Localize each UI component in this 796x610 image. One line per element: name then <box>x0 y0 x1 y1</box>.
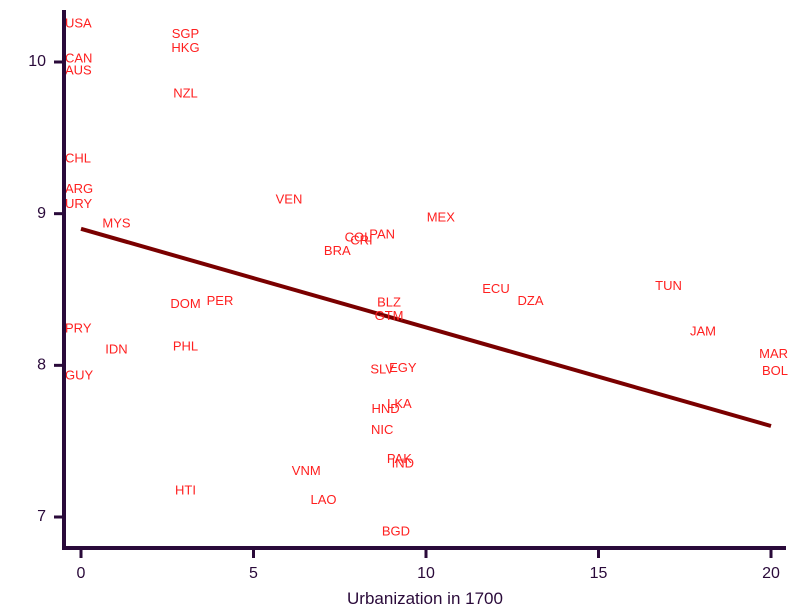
point-label-jam: JAM <box>690 323 716 338</box>
point-label-bra: BRA <box>324 243 351 258</box>
point-label-aus: AUS <box>65 63 92 78</box>
point-label-chl: CHL <box>65 151 91 166</box>
x-tick-label-20: 20 <box>762 565 780 582</box>
point-label-ury: URY <box>65 196 93 211</box>
point-label-bol: BOL <box>762 363 788 378</box>
x-tick-label-10: 10 <box>417 565 435 582</box>
point-label-gtm: GTM <box>375 308 404 323</box>
x-tick-label-15: 15 <box>590 565 608 582</box>
point-label-tun: TUN <box>655 278 682 293</box>
y-tick-label-8: 8 <box>37 357 46 374</box>
point-label-mar: MAR <box>759 346 788 361</box>
point-label-ven: VEN <box>276 191 303 206</box>
point-label-per: PER <box>207 293 234 308</box>
point-label-hnd: HND <box>372 401 400 416</box>
point-label-ind: IND <box>392 455 414 470</box>
point-label-egy: EGY <box>389 360 417 375</box>
fit-line <box>81 229 771 426</box>
point-label-bgd: BGD <box>382 524 410 539</box>
point-label-mex: MEX <box>427 210 456 225</box>
point-label-guy: GUY <box>65 367 94 382</box>
point-label-dom: DOM <box>170 296 200 311</box>
y-tick-label-9: 9 <box>37 205 46 222</box>
x-axis-title: Urbanization in 1700 <box>347 589 503 608</box>
point-label-dza: DZA <box>518 293 544 308</box>
point-label-vnm: VNM <box>292 463 321 478</box>
x-tick-label-5: 5 <box>249 565 258 582</box>
point-label-nzl: NZL <box>173 85 198 100</box>
point-label-phl: PHL <box>173 339 198 354</box>
point-label-arg: ARG <box>65 181 93 196</box>
x-tick-label-0: 0 <box>77 565 86 582</box>
point-label-hti: HTI <box>175 483 196 498</box>
point-label-hkg: HKG <box>171 40 199 55</box>
y-tick-label-10: 10 <box>28 53 46 70</box>
y-tick-label-7: 7 <box>37 508 46 525</box>
point-label-nic: NIC <box>371 422 393 437</box>
point-label-lao: LAO <box>310 492 336 507</box>
point-label-pan: PAN <box>369 226 395 241</box>
point-label-usa: USA <box>65 16 92 31</box>
point-label-mys: MYS <box>102 216 131 231</box>
point-label-idn: IDN <box>105 342 127 357</box>
point-label-pry: PRY <box>65 320 92 335</box>
point-label-ecu: ECU <box>482 281 509 296</box>
